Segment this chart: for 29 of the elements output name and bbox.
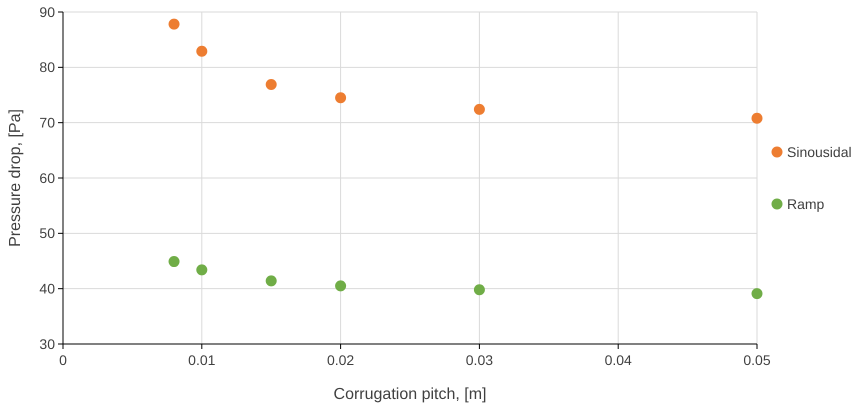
y-tick-label: 60 bbox=[39, 170, 56, 186]
x-axis-title: Corrugation pitch, [m] bbox=[334, 386, 486, 403]
point bbox=[474, 104, 485, 115]
point bbox=[168, 256, 180, 268]
legend-label: Ramp bbox=[787, 196, 825, 212]
x-tick-label: 0.05 bbox=[743, 352, 771, 368]
x-tick-label: 0.03 bbox=[466, 352, 494, 368]
x-tick-label: 0.01 bbox=[188, 352, 216, 368]
point bbox=[168, 18, 180, 30]
point bbox=[335, 92, 346, 104]
y-tick-label: 80 bbox=[39, 59, 56, 76]
point bbox=[196, 264, 208, 276]
y-tick-label: 30 bbox=[39, 336, 56, 352]
point bbox=[266, 275, 277, 286]
y-tick-label: 50 bbox=[39, 225, 56, 242]
y-tick-label: 90 bbox=[39, 4, 56, 20]
point bbox=[266, 78, 277, 90]
point bbox=[752, 288, 762, 300]
point bbox=[335, 280, 346, 292]
x-tick-label: 0 bbox=[59, 352, 68, 368]
legend-label: Sinousidal bbox=[787, 144, 852, 160]
y-tick-label: 70 bbox=[39, 114, 56, 131]
point bbox=[196, 46, 208, 57]
x-tick-label: 0.02 bbox=[326, 352, 354, 368]
point bbox=[752, 112, 762, 124]
x-tick-label: 0.04 bbox=[604, 352, 632, 368]
point bbox=[474, 284, 485, 296]
y-tick-label: 40 bbox=[39, 280, 56, 297]
y-axis-title: Pressure drop, [Pa] bbox=[7, 109, 24, 247]
